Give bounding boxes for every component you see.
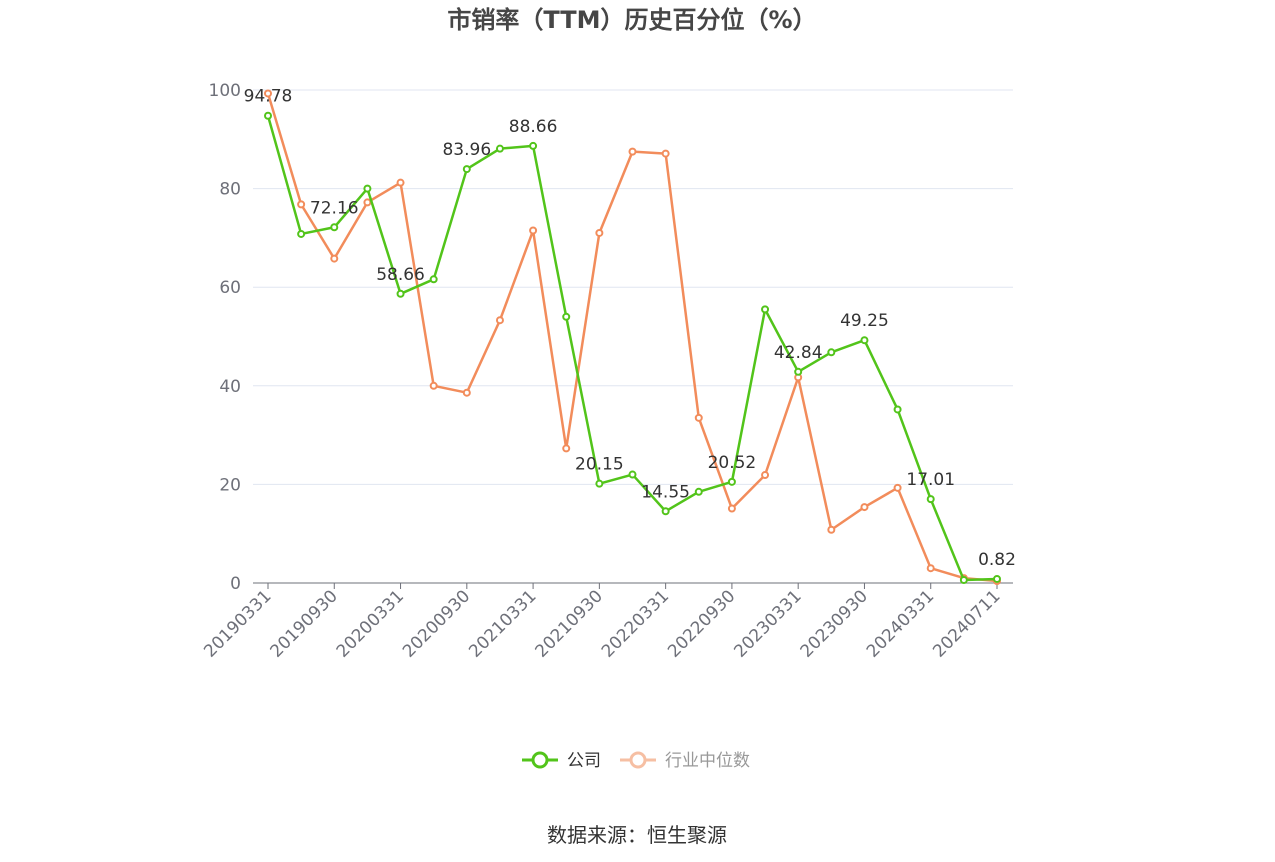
x-tick-label: 20220930 <box>664 586 739 661</box>
y-tick-label: 60 <box>219 278 241 298</box>
data-point[interactable] <box>562 312 571 321</box>
data-point[interactable] <box>396 178 405 187</box>
data-point[interactable] <box>529 141 538 150</box>
data-point[interactable] <box>429 275 438 284</box>
y-tick-label: 100 <box>209 81 241 101</box>
x-tick-label: 20230930 <box>797 586 872 661</box>
x-tick-label: 20240331 <box>863 586 938 661</box>
data-labels: 94.78 72.16 58.66 83.96 88.66 20.15 14.55 20.52… <box>244 87 1016 570</box>
legend-marker <box>629 751 647 769</box>
data-label: 42.84 <box>774 343 823 363</box>
legend[interactable]: 公司 行业中位数 <box>522 751 750 771</box>
x-tick-label: 20220331 <box>598 586 673 661</box>
data-point[interactable] <box>628 147 637 156</box>
data-point[interactable] <box>661 507 670 516</box>
y-tick-label: 40 <box>219 377 241 397</box>
data-point[interactable] <box>993 574 1001 583</box>
series-layer <box>264 89 1001 586</box>
data-point[interactable] <box>363 198 372 207</box>
x-tick-label: 20230331 <box>730 586 805 661</box>
legend-item[interactable]: 公司 <box>522 751 601 771</box>
data-label: 72.16 <box>310 198 359 218</box>
data-point[interactable] <box>297 229 306 238</box>
data-point[interactable] <box>495 316 504 325</box>
x-tick-label: 20200331 <box>333 586 408 661</box>
x-tick-label: 20200930 <box>399 586 474 661</box>
data-label: 88.66 <box>509 117 558 137</box>
y-tick-label: 0 <box>230 574 241 594</box>
data-point[interactable] <box>727 477 736 486</box>
series-line <box>266 93 998 583</box>
data-point[interactable] <box>264 89 272 98</box>
data-point[interactable] <box>761 305 770 314</box>
data-point[interactable] <box>297 200 306 209</box>
data-point[interactable] <box>595 228 604 237</box>
data-point[interactable] <box>694 413 703 422</box>
data-point[interactable] <box>396 289 405 298</box>
data-point[interactable] <box>595 479 604 488</box>
x-tick-label: 20210930 <box>532 586 607 661</box>
legend-label: 行业中位数 <box>665 751 750 771</box>
data-point[interactable] <box>429 381 438 390</box>
data-point[interactable] <box>794 367 803 376</box>
data-point[interactable] <box>363 184 372 193</box>
data-label: 49.25 <box>840 311 889 331</box>
data-label: 14.55 <box>641 482 690 502</box>
y-axis: 0 20 40 60 80 100 <box>209 81 241 594</box>
data-point[interactable] <box>959 576 968 585</box>
legend-label: 公司 <box>567 751 601 771</box>
legend-item[interactable]: 行业中位数 <box>620 751 750 771</box>
data-label: 83.96 <box>442 140 491 160</box>
x-tick-label: 20210331 <box>465 586 540 661</box>
data-label: 17.01 <box>906 470 955 490</box>
y-tick-label: 80 <box>219 180 241 200</box>
x-tick-label: 20190331 <box>200 586 275 661</box>
data-point[interactable] <box>694 487 703 496</box>
data-point[interactable] <box>893 405 902 414</box>
legend-marker <box>531 751 549 769</box>
y-tick-label: 20 <box>219 475 241 495</box>
data-source: 数据来源：恒生聚源 <box>547 823 727 847</box>
data-label: 58.66 <box>376 265 425 285</box>
data-label: 20.52 <box>708 453 757 473</box>
data-point[interactable] <box>529 226 538 235</box>
data-point[interactable] <box>462 165 471 174</box>
data-point[interactable] <box>860 336 869 345</box>
chart-title: 市销率（TTM）历史百分位（%） <box>447 6 816 34</box>
data-label: 0.82 <box>978 550 1016 570</box>
data-label: 20.15 <box>575 455 624 475</box>
data-point[interactable] <box>860 503 869 512</box>
series-line <box>266 115 998 582</box>
data-point[interactable] <box>727 504 736 513</box>
data-point[interactable] <box>761 471 770 480</box>
data-point[interactable] <box>628 470 637 479</box>
data-point[interactable] <box>562 444 571 453</box>
data-point[interactable] <box>462 388 471 397</box>
data-point[interactable] <box>661 149 670 158</box>
data-point[interactable] <box>495 144 504 153</box>
data-point[interactable] <box>827 348 836 357</box>
data-point[interactable] <box>926 564 935 573</box>
data-point[interactable] <box>926 495 935 504</box>
x-tick-label: 20240711 <box>929 586 1004 661</box>
data-point[interactable] <box>330 223 339 232</box>
data-point[interactable] <box>264 111 272 120</box>
data-point[interactable] <box>827 525 836 534</box>
data-point[interactable] <box>330 254 339 263</box>
data-point[interactable] <box>893 483 902 492</box>
data-label: 94.78 <box>244 87 293 107</box>
x-tick-label: 20190930 <box>266 586 341 661</box>
x-axis: 2019033120190930202003312020093020210331… <box>200 582 1013 662</box>
